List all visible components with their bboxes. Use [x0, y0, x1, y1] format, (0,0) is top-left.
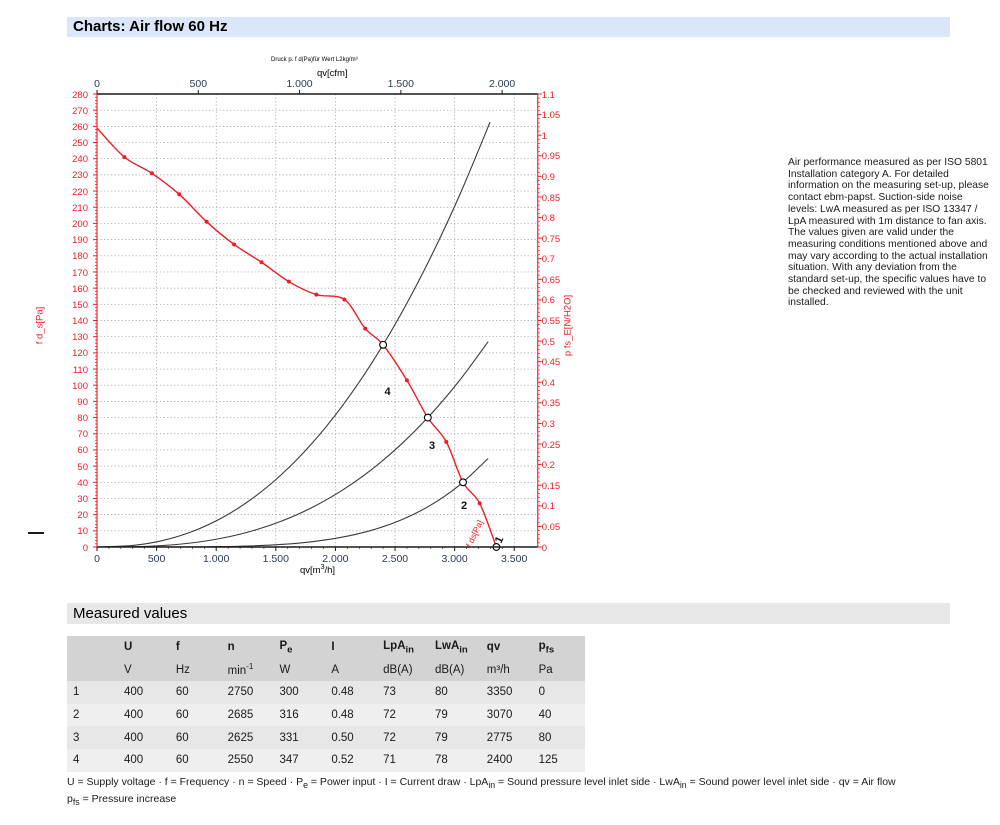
svg-text:4: 4: [385, 386, 392, 398]
svg-text:3: 3: [429, 440, 435, 452]
svg-text:2: 2: [461, 500, 467, 512]
svg-text:f ds[Pa]: f ds[Pa]: [464, 518, 485, 548]
